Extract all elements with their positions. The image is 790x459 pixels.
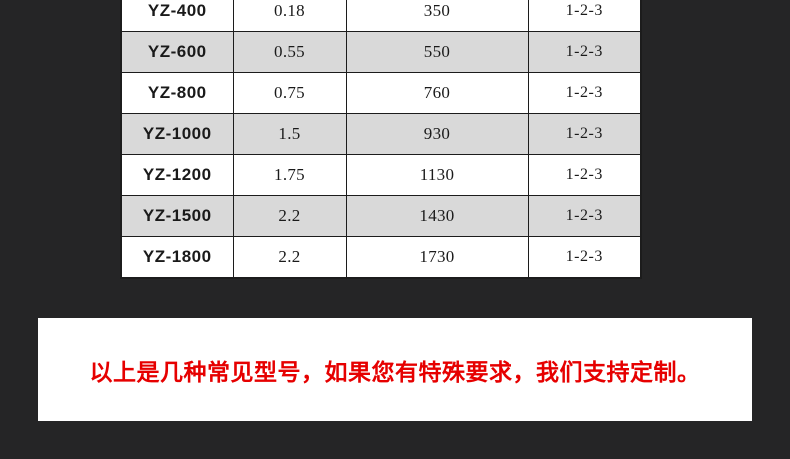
- cell-capacity: 1130: [345, 154, 529, 196]
- table-row: YZ-400 0.18 350 1-2-3: [120, 0, 642, 32]
- cell-model: YZ-600: [120, 31, 234, 73]
- cell-power: 2.2: [232, 236, 347, 278]
- cell-capacity: 930: [345, 113, 529, 155]
- cell-capacity: 760: [345, 72, 529, 114]
- cell-power: 0.55: [232, 31, 347, 73]
- cell-sequence: 1-2-3: [527, 154, 642, 196]
- cell-power: 0.75: [232, 72, 347, 114]
- spec-table-container: YZ-400 0.18 350 1-2-3 YZ-600 0.55 550 1-2-3 YZ-8…: [120, 0, 642, 279]
- cell-sequence: 1-2-3: [527, 0, 642, 32]
- cell-sequence: 1-2-3: [527, 113, 642, 155]
- cell-sequence: 1-2-3: [527, 236, 642, 278]
- cell-model: YZ-1200: [120, 154, 234, 196]
- cell-sequence: 1-2-3: [527, 195, 642, 237]
- table-row: YZ-800 0.75 760 1-2-3: [120, 72, 642, 114]
- cell-model: YZ-1000: [120, 113, 234, 155]
- cell-sequence: 1-2-3: [527, 72, 642, 114]
- cell-power: 2.2: [232, 195, 347, 237]
- cell-capacity: 1730: [345, 236, 529, 278]
- cell-model: YZ-400: [120, 0, 234, 32]
- cell-capacity: 1430: [345, 195, 529, 237]
- table-row: YZ-1000 1.5 930 1-2-3: [120, 113, 642, 155]
- cell-capacity: 550: [345, 31, 529, 73]
- note-panel: 以上是几种常见型号，如果您有特殊要求，我们支持定制。: [38, 318, 752, 421]
- table-row: YZ-1200 1.75 1130 1-2-3: [120, 154, 642, 196]
- cell-sequence: 1-2-3: [527, 31, 642, 73]
- cell-power: 0.18: [232, 0, 347, 32]
- cell-model: YZ-1500: [120, 195, 234, 237]
- cell-power: 1.75: [232, 154, 347, 196]
- table-row: YZ-600 0.55 550 1-2-3: [120, 31, 642, 73]
- cell-model: YZ-1800: [120, 236, 234, 278]
- custom-order-note: 以上是几种常见型号，如果您有特殊要求，我们支持定制。: [89, 359, 701, 386]
- cell-capacity: 350: [345, 0, 529, 32]
- table-row: YZ-1500 2.2 1430 1-2-3: [120, 195, 642, 237]
- product-specification-table: YZ-400 0.18 350 1-2-3 YZ-600 0.55 550 1-2-3 YZ-8…: [120, 0, 642, 279]
- cell-power: 1.5: [232, 113, 347, 155]
- cell-model: YZ-800: [120, 72, 234, 114]
- table-row: YZ-1800 2.2 1730 1-2-3: [120, 236, 642, 278]
